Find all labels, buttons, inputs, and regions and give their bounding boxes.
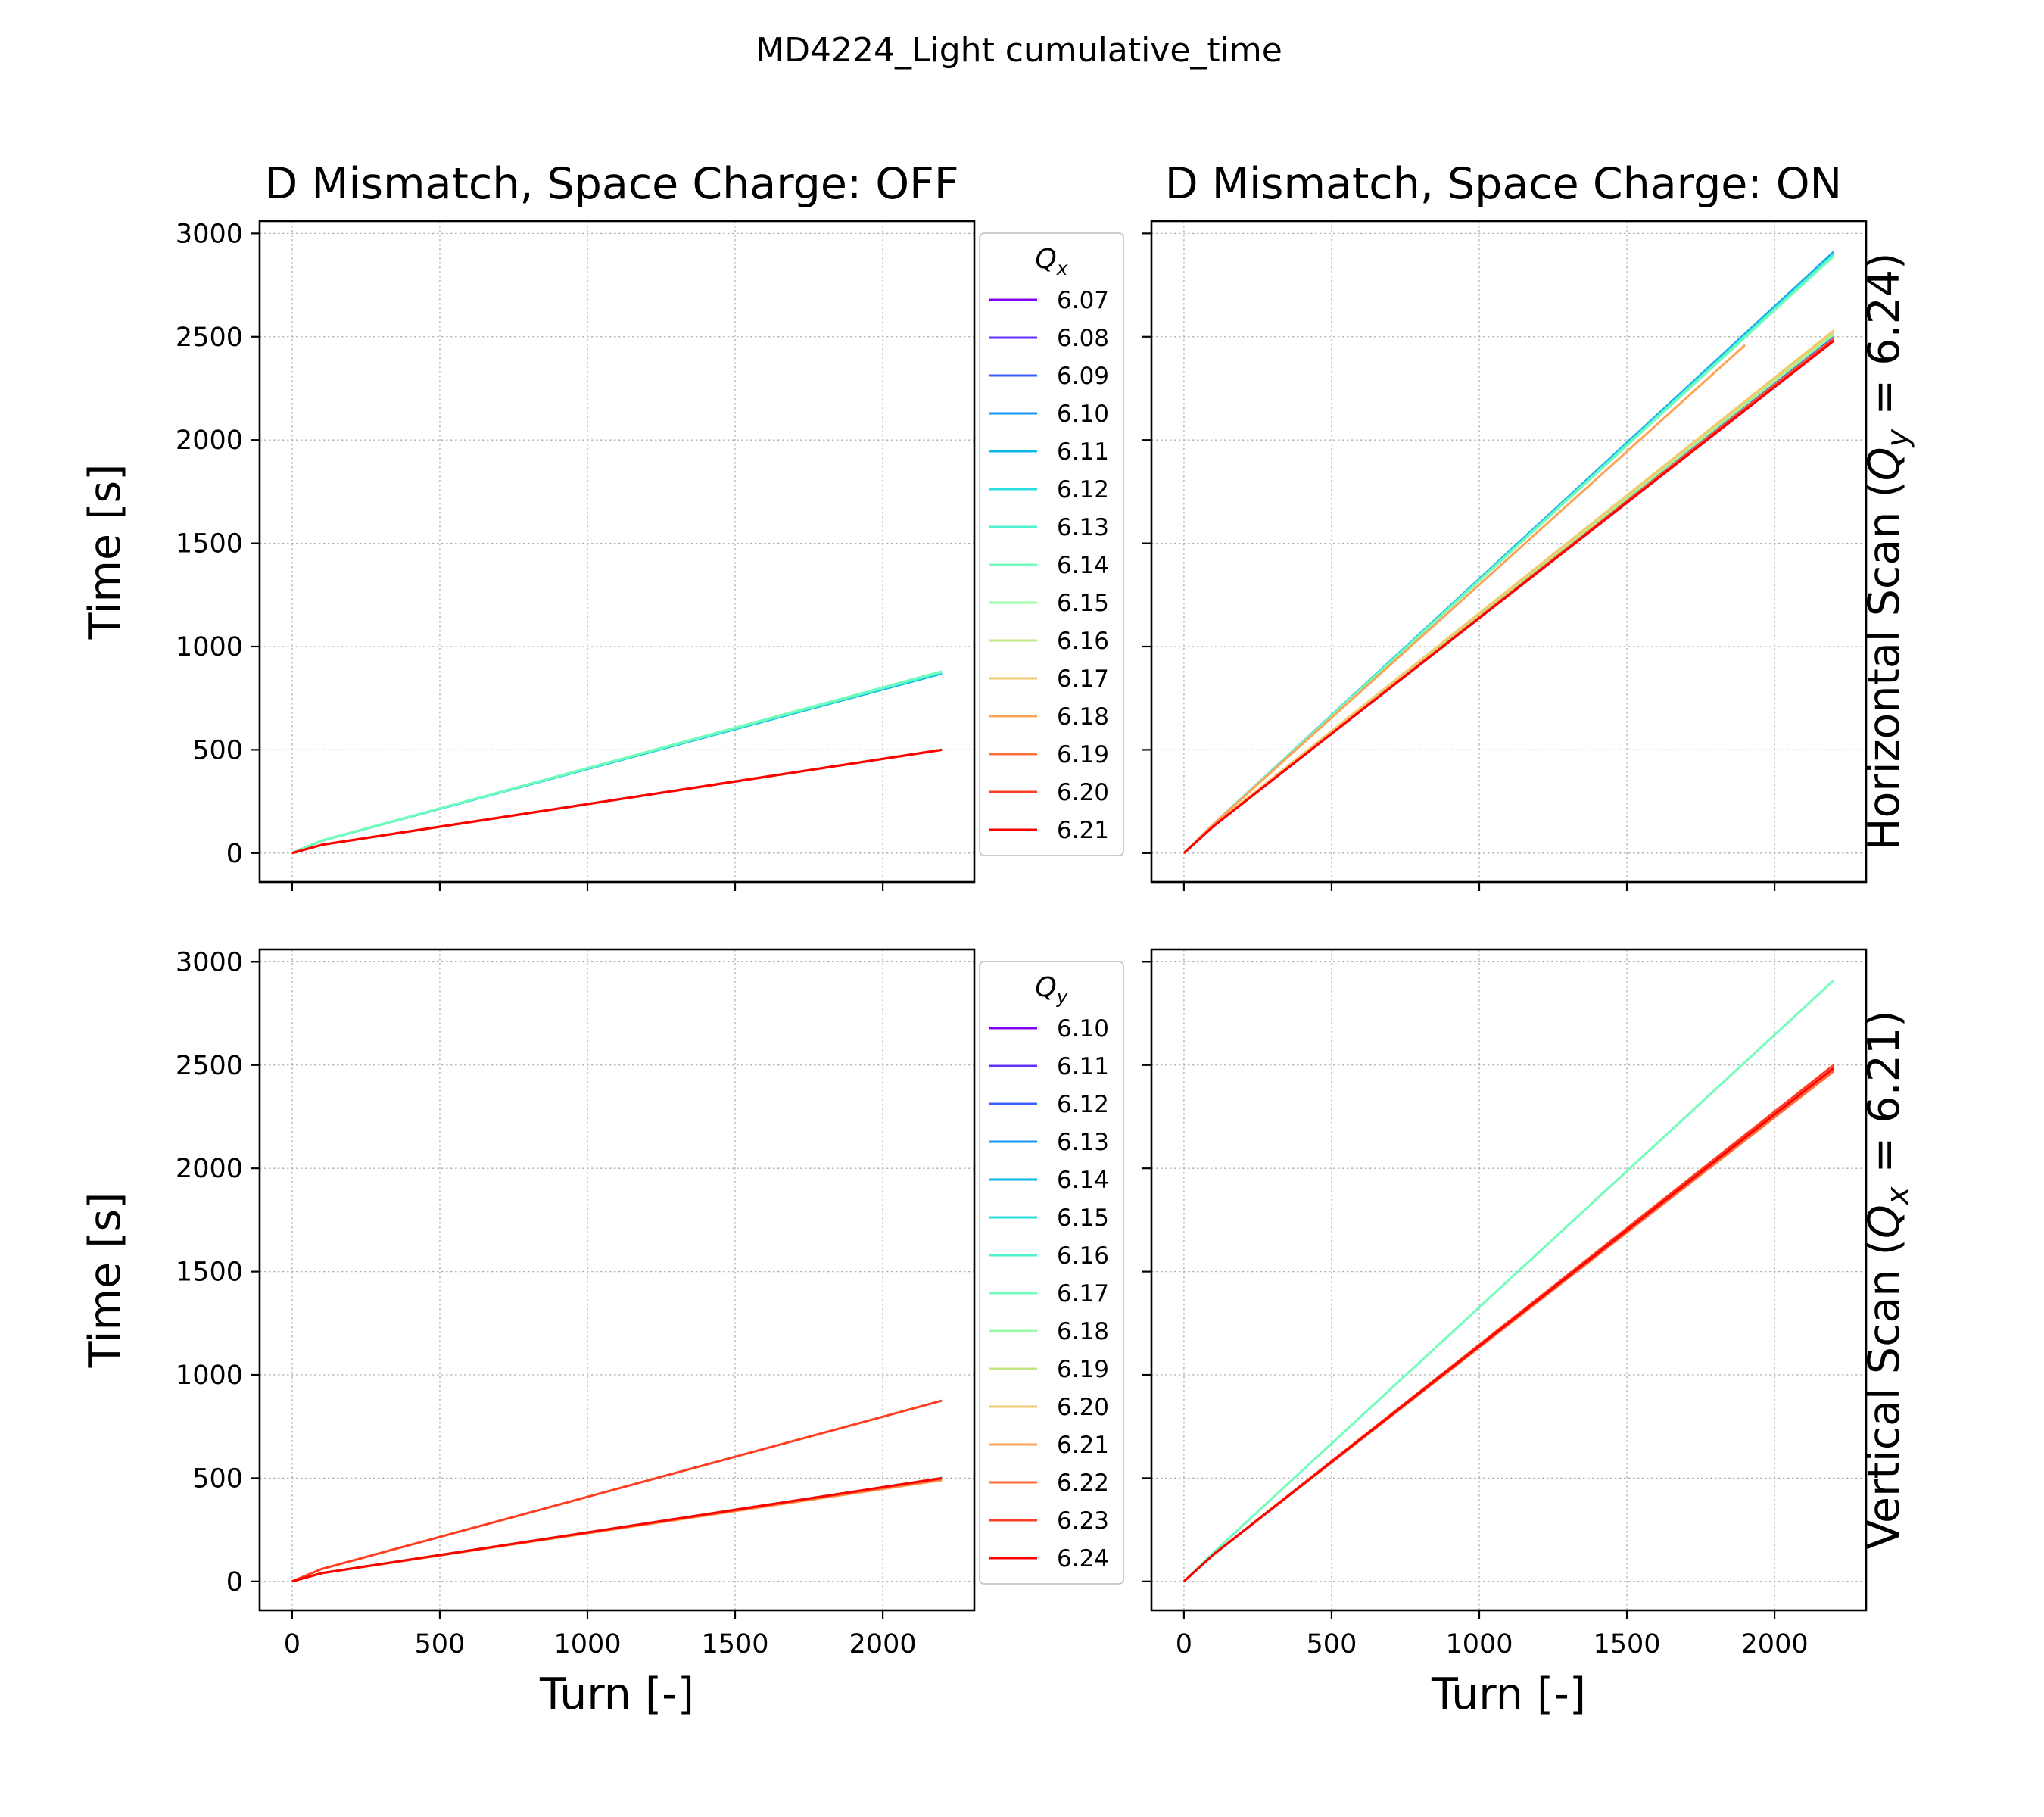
- y-axis-label: Time [s]: [80, 464, 130, 640]
- series-line-6.22: [1182, 1070, 1835, 1582]
- legend-entry-label: 6.14: [1057, 1167, 1109, 1194]
- legend-frame: [979, 232, 1124, 856]
- x-axis-label: Turn [-]: [1431, 1669, 1586, 1719]
- legend-entry-label: 6.20: [1057, 1394, 1109, 1421]
- axes-frame: [258, 948, 976, 1612]
- y-tick-label: 3000: [176, 947, 243, 977]
- legend-entry-label: 6.17: [1057, 665, 1109, 693]
- legend-entry-label: 6.08: [1057, 325, 1109, 352]
- y-tick-label: 2500: [176, 1051, 243, 1081]
- legend-entry-label: 6.17: [1057, 1280, 1109, 1307]
- axes-frame: [1150, 220, 1868, 884]
- y-tick-label: 2000: [176, 1154, 243, 1184]
- y-tick-label: 2000: [176, 425, 243, 456]
- series-group: [1182, 251, 1835, 854]
- y-tick-label: 500: [192, 735, 243, 765]
- y-tick-label: 500: [192, 1463, 243, 1494]
- series-line-6.21: [1182, 340, 1835, 854]
- legend-entry-label: 6.15: [1057, 590, 1109, 617]
- y-tick-label: 0: [226, 839, 243, 869]
- series-line-6.24: [291, 1476, 943, 1583]
- x-tick-label: 500: [415, 1629, 466, 1660]
- y-tick-label: 3000: [176, 219, 243, 249]
- legend-entry-label: 6.22: [1057, 1469, 1109, 1497]
- subplot-4: 0 500 1000 1500 2000 Turn [-]: [1142, 948, 1868, 1719]
- series-group: [1182, 979, 1835, 1582]
- legend-entry-label: 6.20: [1057, 779, 1109, 806]
- subplot-1: 0 500 1000 1500 2000 2500 3000 Time [s]: [80, 219, 976, 891]
- axes-frame: [1150, 948, 1868, 1612]
- legend-entry-label: 6.10: [1057, 400, 1109, 428]
- column-title-sc-off: D Mismatch, Space Charge: OFF: [264, 159, 958, 209]
- x-axis-label: Turn [-]: [539, 1669, 694, 1719]
- y-axis-label: Time [s]: [80, 1192, 130, 1369]
- legend-entry-label: 6.18: [1057, 703, 1109, 731]
- series-line-6.17: [1182, 979, 1835, 1582]
- y-tick-label: 0: [226, 1567, 243, 1597]
- series-line-6.14: [291, 670, 943, 855]
- x-tick-label: 1500: [1593, 1629, 1660, 1660]
- legend-title: Qx: [1035, 244, 1067, 279]
- legend-entry-label: 6.10: [1057, 1015, 1109, 1043]
- series-group: [291, 670, 943, 855]
- series-line-6.22: [291, 1478, 943, 1583]
- legend-qx: Qx 6.07 6.08 6.09 6.10 6.11 6.12 6.13 6.14 6.15 6.…: [979, 232, 1124, 856]
- axes-frame: [258, 220, 976, 884]
- legend-entry-label: 6.13: [1057, 514, 1109, 541]
- column-title-sc-on: D Mismatch, Space Charge: ON: [1165, 159, 1842, 209]
- legend-entry-label: 6.09: [1057, 363, 1109, 390]
- x-tick-label: 2000: [849, 1629, 917, 1660]
- legend-title: Qy: [1035, 972, 1068, 1008]
- legend-entry-label: 6.16: [1057, 628, 1109, 655]
- legend-entry-label: 6.23: [1057, 1507, 1109, 1535]
- series-line-6.24: [1182, 1067, 1835, 1582]
- y-tick-label: 1000: [176, 1360, 243, 1391]
- row-label-horizontal-scan: Horizontal Scan (Qy = 6.24): [1859, 253, 1915, 851]
- legend-entry-label: 6.19: [1057, 741, 1109, 768]
- y-tick-label: 1500: [176, 529, 243, 559]
- legend-entry-label: 6.11: [1057, 1053, 1109, 1080]
- figure-suptitle: MD4224_Light cumulative_time: [756, 31, 1282, 70]
- legend-entry-label: 6.12: [1057, 1091, 1109, 1118]
- series-line-6.11: [291, 672, 943, 855]
- legend-entry-label: 6.18: [1057, 1318, 1109, 1345]
- legend-entry-label: 6.15: [1057, 1205, 1109, 1232]
- x-tick-label: 2000: [1741, 1629, 1809, 1660]
- legend-entry-label: 6.12: [1057, 476, 1109, 503]
- y-tick-label: 2500: [176, 323, 243, 353]
- series-line-6.13: [291, 671, 943, 855]
- x-tick-label: 1000: [553, 1629, 621, 1660]
- y-tick-label: 1500: [176, 1258, 243, 1288]
- subplot-3: 0 500 1000 1500 2000 0 500 1000 1500 2000 2500 3000…: [80, 947, 976, 1719]
- legend-qy: Qy 6.10 6.11 6.12 6.13 6.14 6.15 6.16 6.17 6.18 6.…: [979, 961, 1124, 1585]
- x-tick-label: 0: [1176, 1629, 1192, 1660]
- subplot-2: [1142, 220, 1868, 891]
- legend-entry-label: 6.19: [1057, 1356, 1109, 1383]
- legend-entry-label: 6.14: [1057, 552, 1109, 579]
- legend-entry-label: 6.24: [1057, 1545, 1109, 1572]
- series-line-6.21: [291, 1479, 943, 1583]
- series-line-6.18: [1182, 344, 1746, 854]
- series-line-6.23: [291, 1399, 943, 1583]
- series-line-6.21: [291, 748, 943, 855]
- series-group: [291, 1399, 943, 1583]
- x-tick-label: 1000: [1445, 1629, 1513, 1660]
- y-tick-label: 1000: [176, 632, 243, 662]
- row-label-vertical-scan: Vertical Scan (Qx = 6.21): [1859, 1010, 1915, 1549]
- x-tick-label: 1500: [701, 1629, 768, 1660]
- legend-entry-label: 6.16: [1057, 1242, 1109, 1270]
- legend-entry-label: 6.21: [1057, 1432, 1109, 1459]
- x-tick-label: 0: [284, 1629, 301, 1660]
- legend-entry-label: 6.11: [1057, 438, 1109, 466]
- legend-entry-label: 6.07: [1057, 287, 1109, 314]
- x-tick-label: 500: [1307, 1629, 1357, 1660]
- legend-entry-label: 6.21: [1057, 817, 1109, 844]
- legend-entry-label: 6.13: [1057, 1129, 1109, 1156]
- legend-frame: [979, 961, 1124, 1585]
